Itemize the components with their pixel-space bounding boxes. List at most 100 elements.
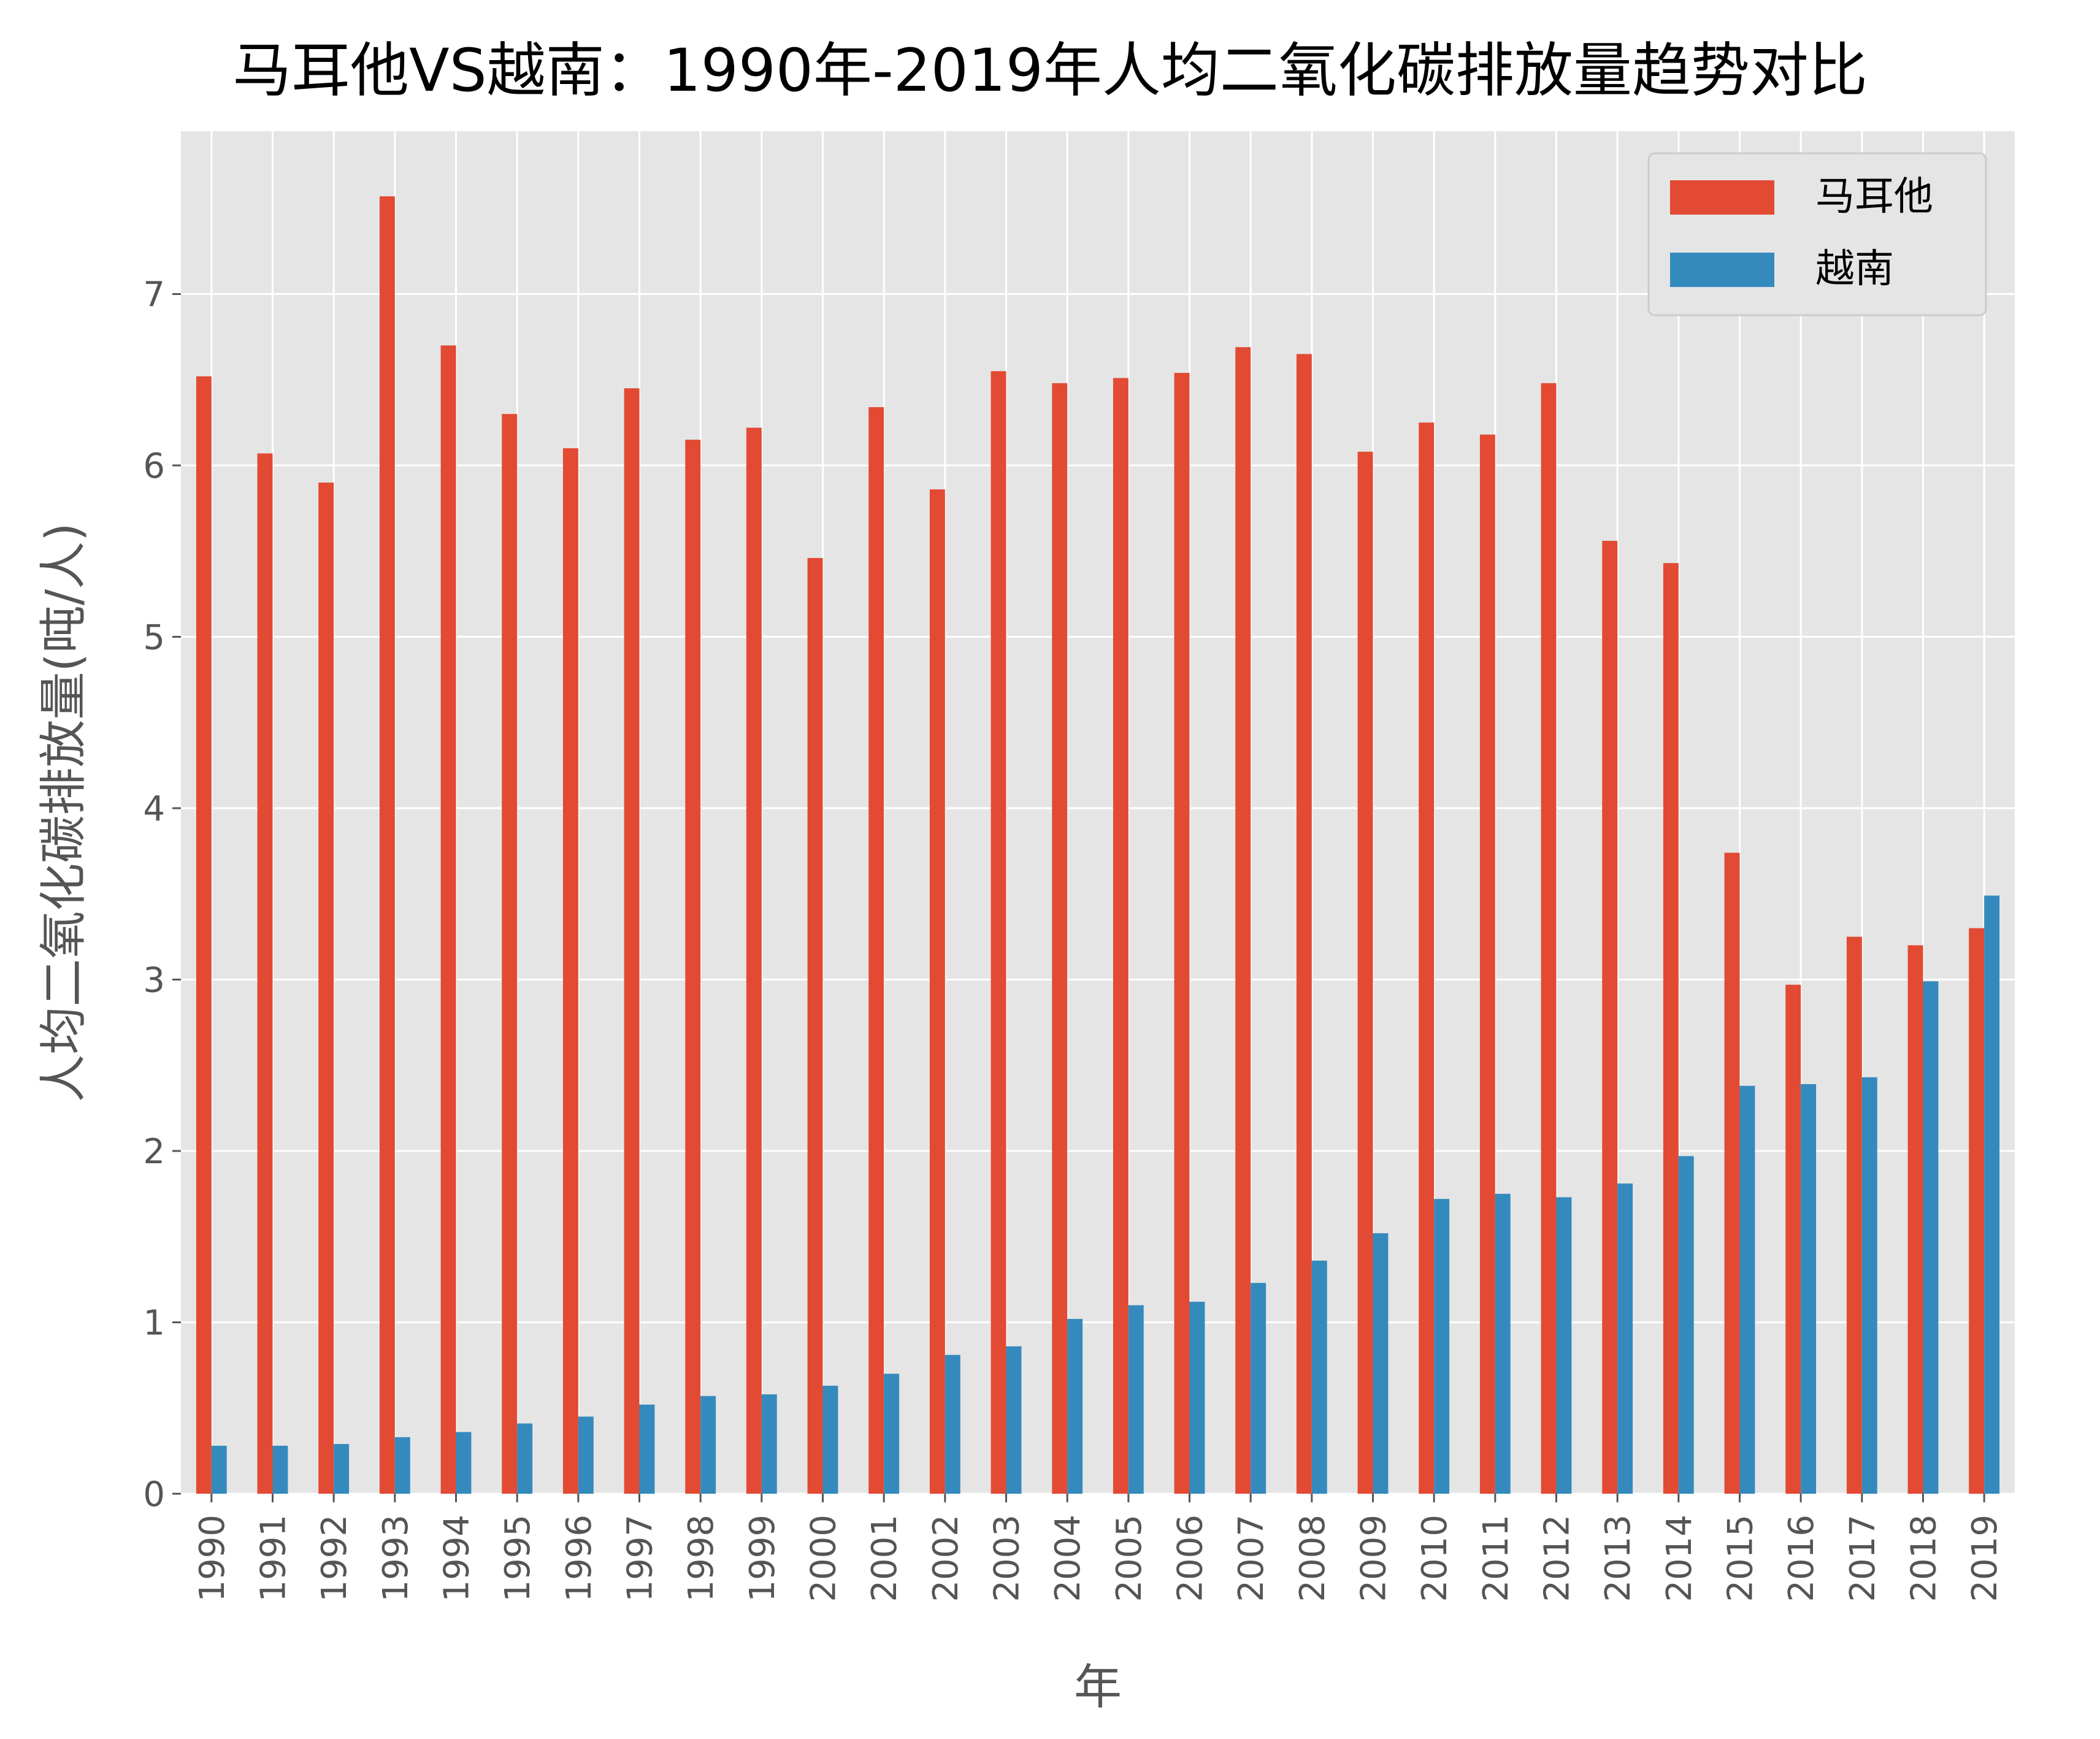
x-tick-label: 1990	[193, 1515, 232, 1602]
bar-malta	[1907, 945, 1923, 1494]
bar-malta	[868, 407, 884, 1494]
bar-vietnam	[639, 1404, 655, 1494]
x-tick-label: 1998	[681, 1515, 721, 1602]
y-tick-label: 0	[143, 1475, 165, 1515]
x-tick-label: 2013	[1598, 1515, 1638, 1602]
y-axis: 0 1 2 3 4 5 6 7	[143, 275, 181, 1515]
bar-vietnam	[1495, 1193, 1511, 1494]
x-tick-label: 2007	[1232, 1515, 1271, 1602]
bar-malta	[929, 489, 945, 1494]
bar-vietnam	[1373, 1233, 1389, 1494]
bar-vietnam	[1067, 1318, 1083, 1494]
bar-vietnam	[1984, 895, 2000, 1494]
x-tick-label: 1997	[621, 1515, 661, 1602]
bar-malta	[1052, 383, 1068, 1494]
bar-vietnam	[761, 1394, 777, 1494]
bar-malta	[379, 196, 395, 1494]
x-tick-label: 2018	[1904, 1515, 1944, 1602]
x-tick-label: 2008	[1293, 1515, 1333, 1602]
bar-malta	[196, 376, 212, 1494]
bar-vietnam	[1189, 1301, 1205, 1494]
bar-vietnam	[1861, 1077, 1877, 1494]
bar-malta	[1357, 451, 1373, 1494]
x-tick-label: 2015	[1721, 1515, 1761, 1602]
x-tick-label: 2002	[926, 1515, 966, 1602]
bar-vietnam	[700, 1396, 716, 1494]
y-tick-label: 2	[143, 1132, 165, 1172]
bar-malta	[1785, 984, 1801, 1494]
bar-malta	[746, 427, 762, 1494]
bar-vietnam	[211, 1445, 227, 1494]
bar-malta	[1113, 378, 1129, 1494]
x-tick-label: 2005	[1109, 1515, 1149, 1602]
x-tick-label: 2006	[1171, 1515, 1211, 1602]
bar-vietnam	[1434, 1199, 1450, 1494]
bar-vietnam	[394, 1437, 410, 1494]
y-axis-label: 人均二氧化碳排放量(吨/人)	[36, 522, 91, 1102]
x-tick-label: 2012	[1538, 1515, 1577, 1602]
x-tick-label: 1994	[437, 1515, 477, 1602]
y-tick-label: 3	[143, 961, 165, 1001]
bar-malta	[1235, 347, 1251, 1494]
bar-malta	[1479, 434, 1495, 1494]
bar-malta	[1419, 422, 1435, 1494]
x-tick-label: 2010	[1415, 1515, 1455, 1602]
legend-label: 越南	[1815, 247, 1894, 292]
bar-malta	[1846, 936, 1862, 1494]
bar-malta	[1663, 563, 1679, 1494]
x-tick-label: 2009	[1354, 1515, 1394, 1602]
x-tick-label: 1991	[254, 1515, 294, 1602]
bar-vietnam	[1006, 1346, 1022, 1494]
bar-vietnam	[1801, 1084, 1817, 1494]
bar-malta	[807, 557, 823, 1494]
bar-vietnam	[1128, 1305, 1144, 1494]
bars	[196, 196, 2000, 1494]
bar-malta	[1602, 540, 1618, 1494]
x-axis: 1990 1991 1992 1993 1994 1995 1996 1997 1998 1999…	[193, 1494, 2005, 1602]
bar-vietnam	[272, 1445, 288, 1494]
x-tick-label: 2011	[1476, 1515, 1516, 1602]
bar-vietnam	[517, 1423, 533, 1494]
bar-vietnam	[945, 1355, 960, 1494]
bar-vietnam	[334, 1443, 350, 1494]
bar-vietnam	[1923, 981, 1939, 1494]
bar-vietnam	[1617, 1183, 1633, 1494]
plot-background	[181, 131, 2015, 1494]
bar-malta	[1541, 383, 1557, 1494]
bar-malta	[685, 440, 701, 1494]
x-tick-label: 2003	[987, 1515, 1027, 1602]
bar-malta	[1724, 852, 1740, 1494]
bar-vietnam	[1739, 1085, 1755, 1494]
x-axis-label: 年	[1074, 1660, 1122, 1715]
y-tick-label: 1	[143, 1304, 165, 1343]
bar-malta	[257, 453, 273, 1494]
bar-malta	[502, 414, 518, 1494]
bar-malta	[318, 482, 334, 1494]
y-tick-label: 5	[143, 618, 165, 658]
x-tick-label: 1992	[315, 1515, 354, 1602]
x-tick-label: 2014	[1660, 1515, 1700, 1602]
x-tick-label: 1993	[376, 1515, 416, 1602]
x-tick-label: 1995	[498, 1515, 538, 1602]
x-tick-label: 2001	[865, 1515, 905, 1602]
bar-malta	[1296, 354, 1312, 1494]
bar-malta	[991, 371, 1006, 1494]
legend-swatch	[1670, 180, 1774, 215]
bar-vietnam	[822, 1385, 838, 1494]
x-tick-label: 1999	[743, 1515, 783, 1602]
bar-malta	[1174, 373, 1190, 1494]
bar-malta	[624, 388, 640, 1494]
x-tick-label: 2000	[804, 1515, 844, 1602]
bar-vietnam	[884, 1374, 900, 1494]
bar-malta	[440, 345, 456, 1494]
bar-vietnam	[578, 1416, 594, 1494]
bar-vietnam	[1251, 1283, 1267, 1494]
y-tick-label: 4	[143, 789, 165, 829]
x-tick-label: 2017	[1843, 1515, 1883, 1602]
x-tick-label: 2019	[1965, 1515, 2005, 1602]
bar-vietnam	[1311, 1260, 1327, 1494]
x-tick-label: 2004	[1048, 1515, 1088, 1602]
x-tick-label: 1996	[559, 1515, 599, 1602]
x-tick-label: 2016	[1782, 1515, 1822, 1602]
